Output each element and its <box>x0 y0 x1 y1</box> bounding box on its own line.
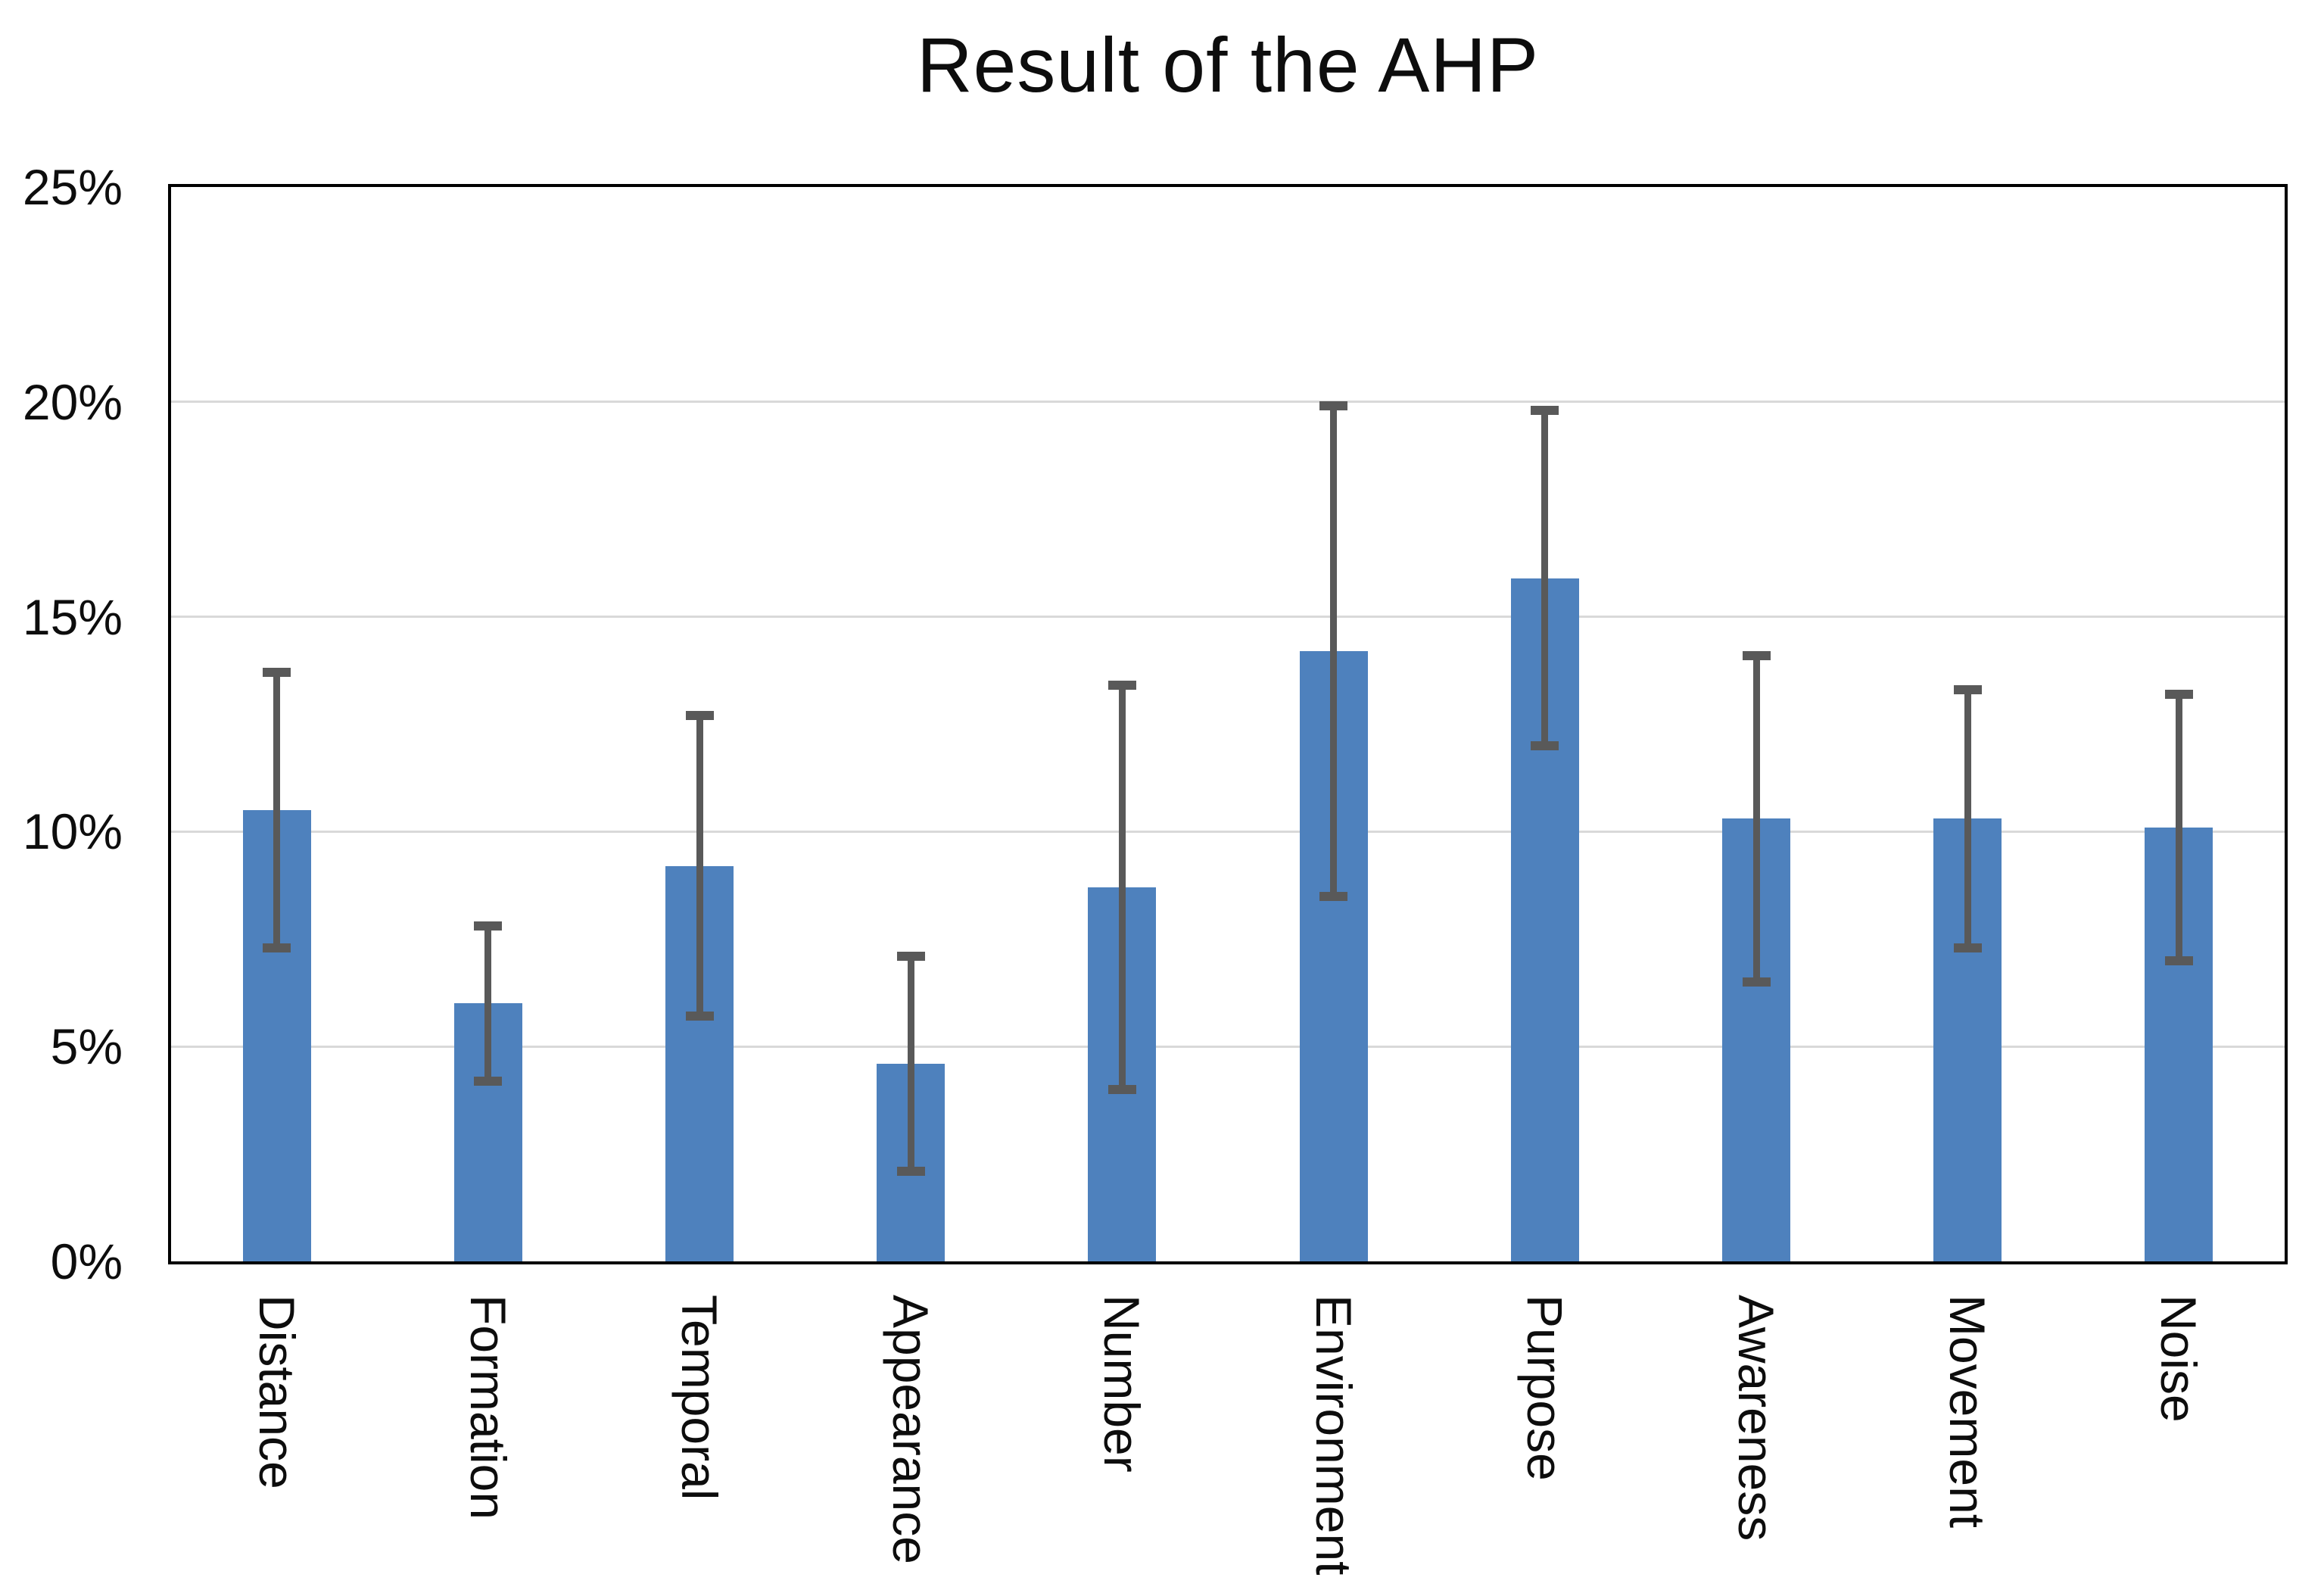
error-bar-line-movement <box>1964 690 1971 948</box>
error-bar-cap-bottom-temporal <box>686 1012 714 1021</box>
plot-area <box>168 184 2288 1264</box>
error-bar-cap-top-purpose <box>1531 406 1559 415</box>
x-tick-label-purpose: Purpose <box>1517 1295 1573 1481</box>
error-bar-cap-top-noise <box>2165 690 2193 699</box>
error-bar-cap-bottom-noise <box>2165 956 2193 965</box>
error-bar-cap-bottom-appearance <box>897 1167 925 1176</box>
x-tick-label-formation: Formation <box>460 1295 516 1520</box>
error-bar-line-noise <box>2176 694 2182 961</box>
y-tick-label-20pct: 20% <box>22 374 123 430</box>
error-bar-line-appearance <box>908 956 914 1171</box>
error-bar-line-environment <box>1330 406 1337 896</box>
x-tick-label-environment: Environment <box>1306 1295 1362 1576</box>
error-bar-cap-top-distance <box>263 668 291 677</box>
error-bar-line-distance <box>273 672 280 947</box>
error-bar-line-temporal <box>696 715 703 1016</box>
error-bar-cap-top-number <box>1108 681 1136 690</box>
gridline-10pct <box>171 831 2285 833</box>
error-bar-line-number <box>1119 685 1126 1090</box>
x-tick-label-distance: Distance <box>249 1295 305 1489</box>
error-bar-cap-bottom-awareness <box>1743 977 1771 987</box>
y-tick-label-25pct: 25% <box>22 159 123 215</box>
error-bar-cap-bottom-number <box>1108 1085 1136 1094</box>
error-bar-cap-bottom-environment <box>1319 892 1347 901</box>
x-tick-label-awareness: Awareness <box>1728 1295 1784 1542</box>
chart-title: Result of the AHP <box>916 22 1540 108</box>
error-bar-cap-top-temporal <box>686 711 714 720</box>
error-bar-cap-bottom-purpose <box>1531 741 1559 750</box>
error-bar-line-purpose <box>1541 410 1548 746</box>
gridline-15pct <box>171 616 2285 618</box>
error-bar-line-formation <box>484 926 491 1080</box>
x-tick-label-noise: Noise <box>2151 1295 2207 1423</box>
error-bar-cap-top-movement <box>1954 685 1982 694</box>
x-tick-label-temporal: Temporal <box>671 1295 727 1501</box>
y-tick-label-0pct: 0% <box>50 1233 123 1289</box>
error-bar-cap-top-appearance <box>897 952 925 961</box>
gridline-20pct <box>171 401 2285 403</box>
error-bar-cap-bottom-movement <box>1954 943 1982 952</box>
error-bar-cap-bottom-distance <box>263 943 291 952</box>
error-bar-cap-top-awareness <box>1743 651 1771 660</box>
gridline-5pct <box>171 1046 2285 1048</box>
x-tick-label-movement: Movement <box>1939 1295 1995 1529</box>
y-tick-label-5pct: 5% <box>50 1018 123 1074</box>
error-bar-cap-bottom-formation <box>474 1077 502 1086</box>
x-tick-label-number: Number <box>1094 1295 1150 1473</box>
x-tick-label-appearance: Appearance <box>883 1295 939 1564</box>
error-bar-cap-top-formation <box>474 921 502 931</box>
y-tick-label-15pct: 15% <box>22 589 123 645</box>
y-tick-label-10pct: 10% <box>22 803 123 859</box>
error-bar-cap-top-environment <box>1319 401 1347 410</box>
error-bar-line-awareness <box>1753 656 1760 982</box>
